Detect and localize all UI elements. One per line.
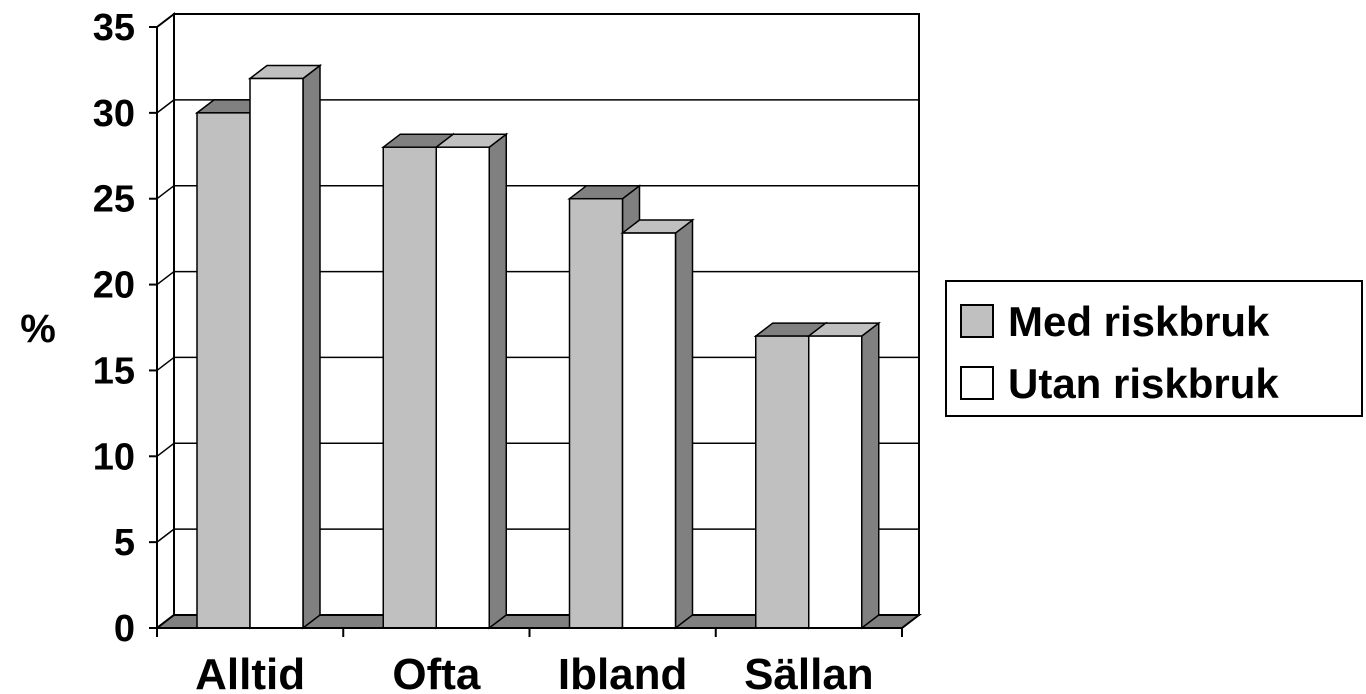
gridline-side [156,528,175,543]
x-category-label: Ofta [392,650,481,694]
legend-label: Utan riskbruk [1008,360,1279,407]
y-tick-label: 10 [93,436,135,478]
legend: Med riskbruk Utan riskbruk [945,280,1363,417]
legend-items: Med riskbruk Utan riskbruk [960,298,1279,407]
bar [247,63,323,630]
bar [806,321,881,630]
gridline-side [156,185,175,200]
bar-front [249,77,304,629]
legend-box [945,280,1363,417]
gridline-side [156,356,175,372]
bar-side [861,321,880,630]
bar-front [196,112,251,629]
y-tick-label: 25 [93,179,135,221]
y-axis-label: % [20,307,56,351]
x-category-label: Sällan [744,650,874,694]
bar-front [568,197,624,629]
bar-front [755,335,810,629]
y-tick-label: 30 [93,93,135,135]
bar [620,218,695,630]
bar-side [674,218,694,630]
gridline-side [156,99,175,114]
axes [149,26,903,637]
bar-side [302,63,321,630]
x-category-labels: Alltid Ofta Ibland Sällan [195,650,874,694]
bar [434,132,509,630]
bar-front [435,146,490,629]
legend-swatch [960,366,994,400]
y-tick-label: 20 [93,265,135,307]
y-tick-labels: 0 5 10 15 20 25 30 35 [93,7,135,650]
y-tick-label: 15 [93,350,135,392]
bars [194,63,881,630]
x-category-label: Alltid [195,650,305,694]
bar-front [621,232,677,629]
legend-label: Med riskbruk [1008,298,1270,345]
bar-front [808,335,863,629]
bar-side [488,132,507,630]
x-category-label: Ibland [558,650,688,694]
gridline-side [156,270,175,286]
y-tick-label: 35 [93,7,135,49]
gridline-side [156,442,175,457]
bar-front [382,146,437,629]
y-tick-label: 0 [114,608,135,650]
y-tick-label: 5 [114,522,135,564]
legend-swatch [960,304,994,338]
